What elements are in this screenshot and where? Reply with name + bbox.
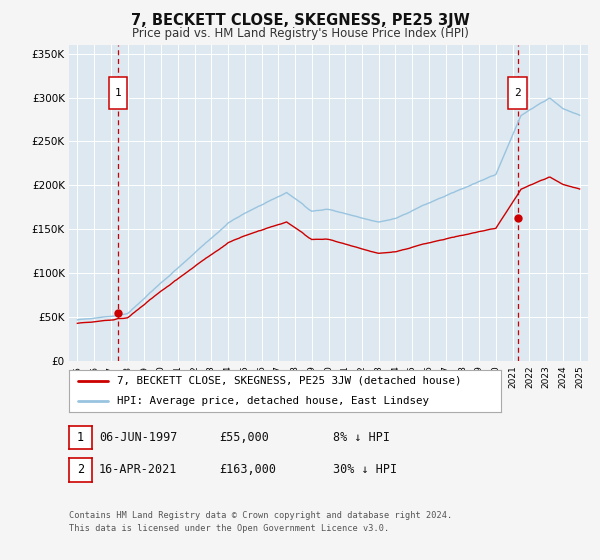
Text: HPI: Average price, detached house, East Lindsey: HPI: Average price, detached house, East… bbox=[116, 396, 428, 406]
Text: 2: 2 bbox=[514, 88, 521, 98]
Text: 16-APR-2021: 16-APR-2021 bbox=[99, 463, 178, 477]
Text: 06-JUN-1997: 06-JUN-1997 bbox=[99, 431, 178, 444]
Text: £55,000: £55,000 bbox=[219, 431, 269, 444]
FancyBboxPatch shape bbox=[508, 77, 527, 109]
Text: This data is licensed under the Open Government Licence v3.0.: This data is licensed under the Open Gov… bbox=[69, 524, 389, 533]
Text: 2: 2 bbox=[77, 463, 84, 477]
Text: 7, BECKETT CLOSE, SKEGNESS, PE25 3JW (detached house): 7, BECKETT CLOSE, SKEGNESS, PE25 3JW (de… bbox=[116, 376, 461, 386]
Text: Price paid vs. HM Land Registry's House Price Index (HPI): Price paid vs. HM Land Registry's House … bbox=[131, 27, 469, 40]
Text: 8% ↓ HPI: 8% ↓ HPI bbox=[333, 431, 390, 444]
Text: 1: 1 bbox=[115, 88, 122, 98]
Text: 7, BECKETT CLOSE, SKEGNESS, PE25 3JW: 7, BECKETT CLOSE, SKEGNESS, PE25 3JW bbox=[131, 13, 469, 29]
FancyBboxPatch shape bbox=[109, 77, 127, 109]
Text: £163,000: £163,000 bbox=[219, 463, 276, 477]
Text: 30% ↓ HPI: 30% ↓ HPI bbox=[333, 463, 397, 477]
Text: 1: 1 bbox=[77, 431, 84, 444]
Text: Contains HM Land Registry data © Crown copyright and database right 2024.: Contains HM Land Registry data © Crown c… bbox=[69, 511, 452, 520]
